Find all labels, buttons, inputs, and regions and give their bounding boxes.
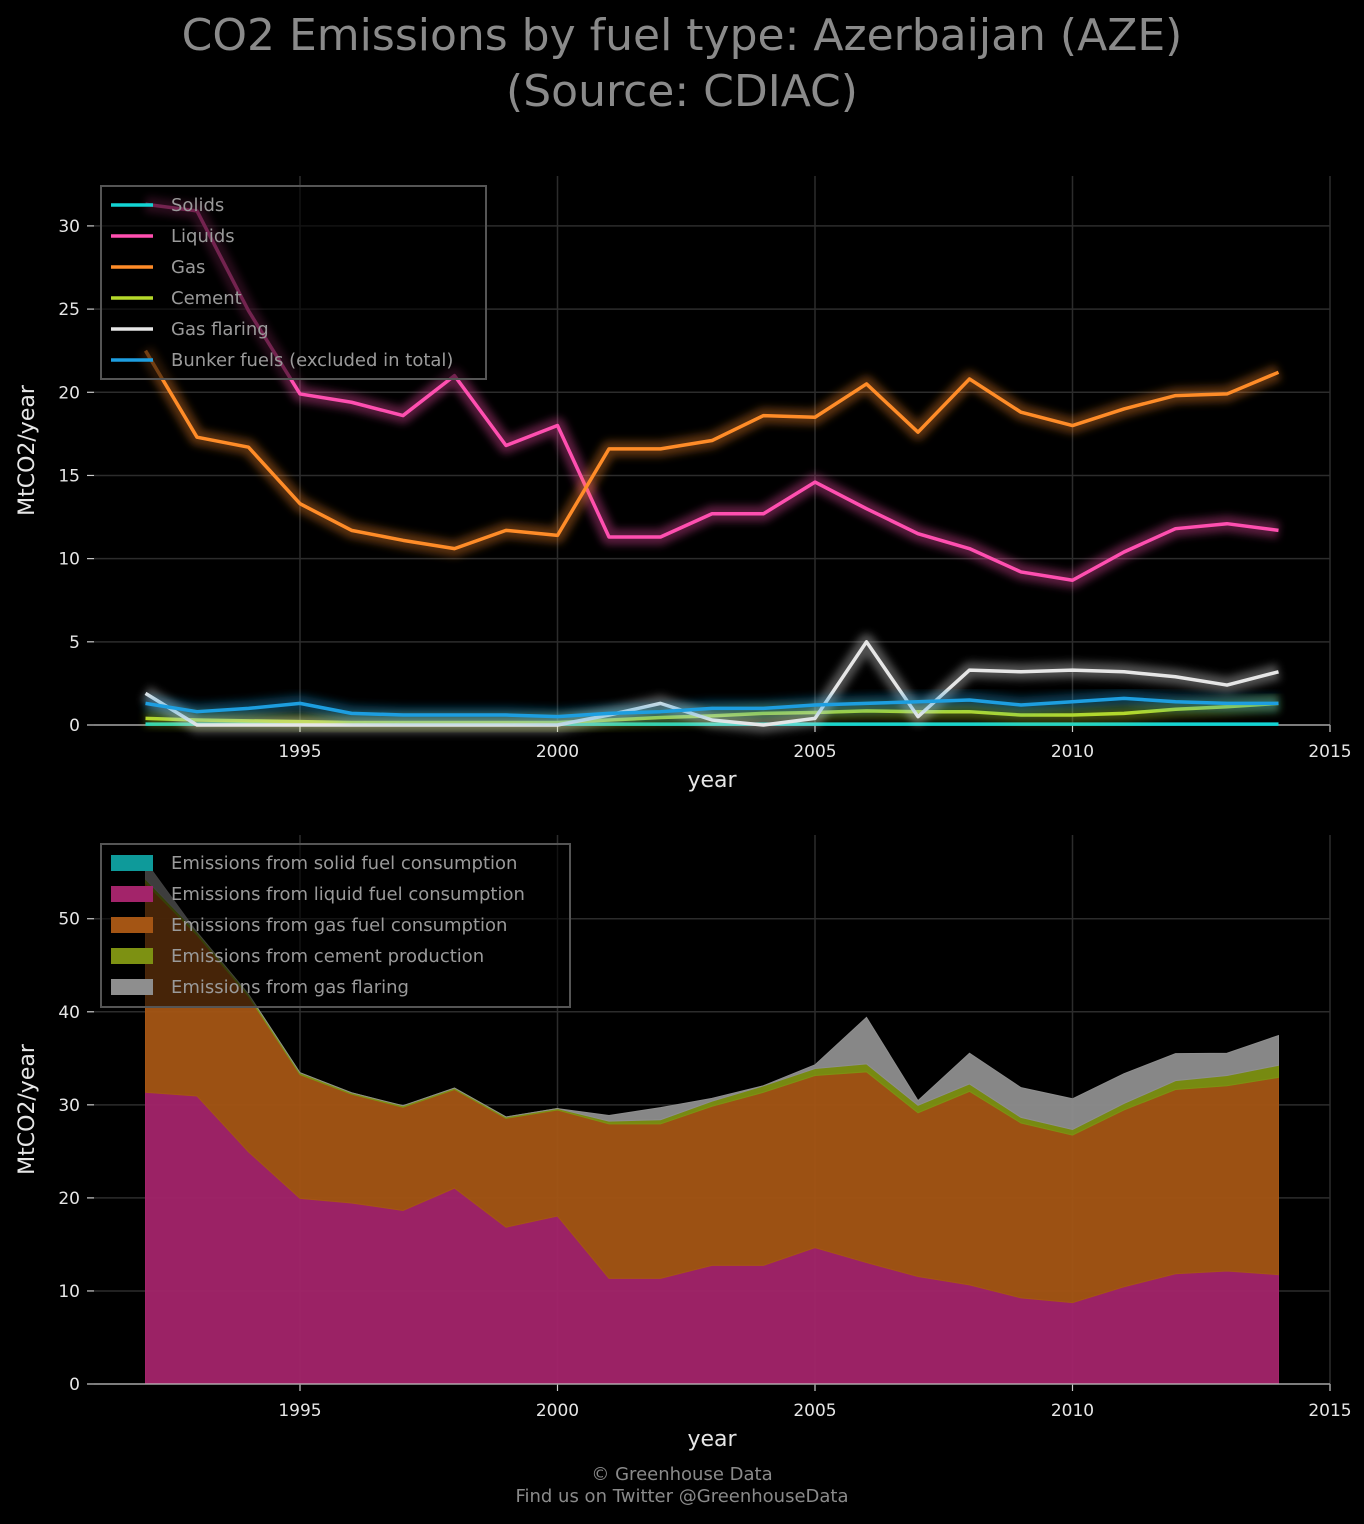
legend-frame bbox=[100, 185, 487, 380]
plot-area bbox=[138, 196, 1282, 733]
stacked-area-chart: 1995 2000 2005 2010 2015 0 10 20 30 40 50 year MtCO2… bbox=[15, 835, 1352, 1452]
x-tick-label: 2015 bbox=[1308, 1401, 1351, 1421]
series-line bbox=[145, 202, 1279, 583]
legend-label: Bunker fuels (excluded in total) bbox=[171, 350, 453, 371]
y-tick-label: 15 bbox=[58, 466, 80, 486]
series-line bbox=[145, 696, 1279, 719]
chart-title-line1: CO2 Emissions by fuel type: Azerbaijan (… bbox=[181, 10, 1183, 61]
series-line bbox=[143, 349, 1280, 551]
legend-2: Emissions from solid fuel consumption Emi… bbox=[100, 843, 571, 1008]
x-axis-label: year bbox=[687, 1427, 737, 1452]
y-tick-label: 30 bbox=[58, 217, 80, 237]
y-tick-label: 5 bbox=[69, 633, 80, 653]
legend-label: Emissions from gas flaring bbox=[171, 977, 409, 998]
legend-swatch bbox=[111, 948, 153, 964]
x-tick-label: 1995 bbox=[278, 742, 321, 762]
legend-frame bbox=[100, 843, 571, 1008]
legend-label: Solids bbox=[171, 195, 224, 216]
y-tick-label: 10 bbox=[58, 550, 80, 570]
chart-title-line2: (Source: CDIAC) bbox=[506, 66, 858, 117]
y-tick-label: 0 bbox=[69, 716, 80, 736]
x-tick-label: 2005 bbox=[793, 742, 836, 762]
area-series bbox=[145, 859, 1279, 1131]
legend-swatch bbox=[111, 886, 153, 902]
y-axis-label: MtCO2/year bbox=[15, 1043, 40, 1175]
legend-label: Cement bbox=[171, 288, 242, 309]
y-tick-label: 10 bbox=[58, 1282, 80, 1302]
x-tick-label: 1995 bbox=[278, 1401, 321, 1421]
chart-title: CO2 Emissions by fuel type: Azerbaijan (… bbox=[0, 8, 1364, 120]
x-tick-label: 2005 bbox=[793, 1401, 836, 1421]
y-tick-label: 20 bbox=[58, 1189, 80, 1209]
line-chart: 1995 2000 2005 2010 2015 0 5 10 15 20 25 30 year MtCO… bbox=[15, 176, 1352, 793]
legend-label: Gas flaring bbox=[171, 319, 269, 340]
footer: © Greenhouse Data Find us on Twitter @Gr… bbox=[0, 1464, 1364, 1508]
y-tick-label: 30 bbox=[58, 1096, 80, 1116]
x-tick-label: 2000 bbox=[536, 742, 579, 762]
legend-label: Emissions from solid fuel consumption bbox=[171, 853, 517, 874]
legend-swatch bbox=[111, 917, 153, 933]
y-tick-label: 20 bbox=[58, 383, 80, 403]
legend-label: Emissions from cement production bbox=[171, 946, 484, 967]
x-tick-label: 2015 bbox=[1308, 742, 1351, 762]
x-axis-label: year bbox=[687, 768, 737, 793]
legend-label: Emissions from liquid fuel consumption bbox=[171, 884, 525, 905]
footer-twitter: Find us on Twitter @GreenhouseData bbox=[515, 1486, 849, 1507]
y-tick-label: 50 bbox=[58, 910, 80, 930]
legend-label: Gas bbox=[171, 257, 205, 278]
footer-copyright: © Greenhouse Data bbox=[591, 1464, 773, 1485]
legend-swatch bbox=[111, 979, 153, 995]
series-line bbox=[144, 640, 1279, 727]
y-tick-label: 25 bbox=[58, 300, 80, 320]
y-axis-label: MtCO2/year bbox=[15, 384, 40, 516]
x-tick-label: 2000 bbox=[536, 1401, 579, 1421]
x-tick-label: 2010 bbox=[1051, 1401, 1094, 1421]
y-tick-label: 40 bbox=[58, 1003, 80, 1023]
y-tick-label: 0 bbox=[69, 1375, 80, 1395]
legend-label: Liquids bbox=[171, 226, 235, 247]
legend-label: Emissions from gas fuel consumption bbox=[171, 915, 507, 936]
legend-swatch bbox=[111, 855, 153, 871]
x-tick-label: 2010 bbox=[1051, 742, 1094, 762]
legend-1: Solids Liquids Gas Cement Gas flaring Bunker … bbox=[100, 185, 487, 380]
